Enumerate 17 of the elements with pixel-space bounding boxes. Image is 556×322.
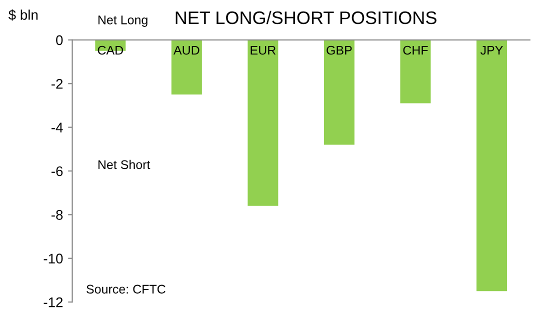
y-tick-label: -2 [52,78,63,89]
y-tick-label: -10 [44,254,63,264]
x-tick-label: EUR [250,46,276,55]
x-tick-label: AUD [174,46,200,55]
x-tick-label: JPY [480,46,503,55]
y-tick-label: -8 [52,210,63,220]
x-tick-label: CHF [403,46,428,55]
x-tick-label: GBP [326,46,352,55]
y-axis-title: $ bln [8,9,38,21]
y-tick-label: -4 [52,122,63,132]
y-tick-label: -12 [44,297,63,308]
y-tick-label: -6 [52,166,63,176]
annotation: Net Short [98,160,150,170]
annotation: Source: CFTC [86,284,166,294]
chart-title: NET LONG/SHORT POSITIONS [176,10,436,24]
y-tick-label: 0 [56,35,63,46]
text: Net Long [98,16,148,27]
